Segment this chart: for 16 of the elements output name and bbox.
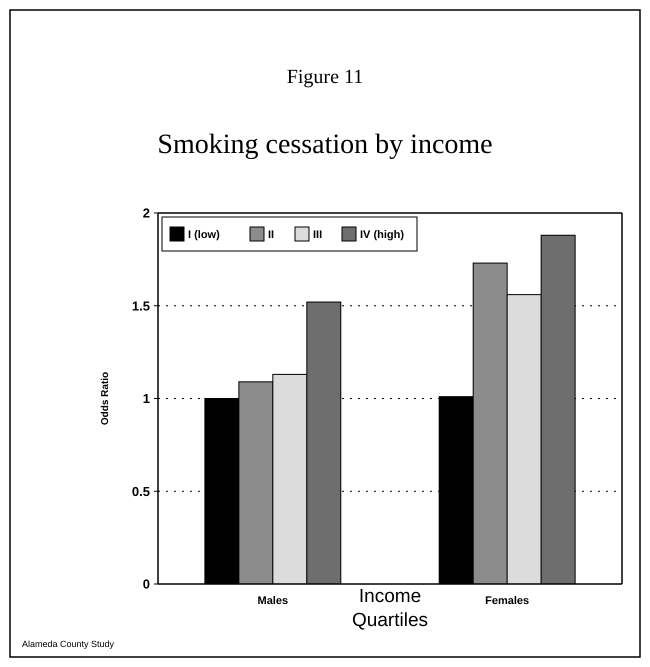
y-tick-label: 0.5	[132, 484, 150, 499]
legend-label: II	[268, 228, 274, 241]
x-tick-label: Males	[258, 595, 288, 607]
legend-label: III	[313, 228, 322, 241]
chart-subtitle: Smoking cessation by income	[157, 129, 493, 160]
y-tick-label: 2	[142, 206, 150, 221]
chart-title: Figure 11	[286, 66, 364, 88]
legend-label: IV (high)	[360, 228, 404, 241]
x-tick-label: Females	[485, 595, 530, 607]
text: Alameda County Study	[22, 639, 115, 649]
y-tick-label: 0	[142, 576, 150, 592]
y-tick-label: 1	[142, 391, 150, 406]
legend-label: I (low)	[188, 228, 220, 241]
y-axis-title: Odds Ratio	[100, 372, 111, 426]
x-axis-title: Income Quartiles	[352, 586, 428, 631]
y-tick-label: 1.5	[132, 298, 150, 314]
